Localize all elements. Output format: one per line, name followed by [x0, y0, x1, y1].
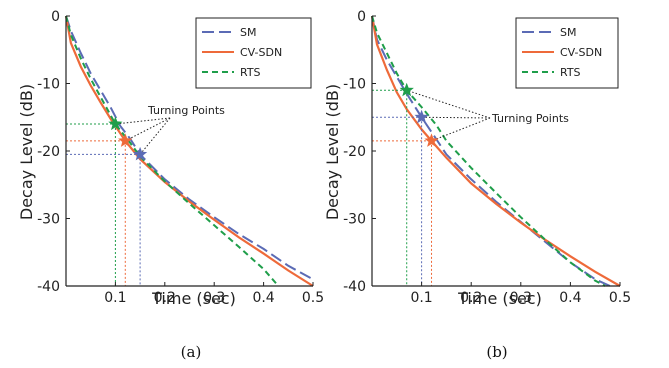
legend-label: SM — [560, 26, 576, 39]
series-line-cv-sdn — [370, 15, 621, 287]
y-tick-label: -10 — [343, 77, 366, 93]
turning-point-star-icon — [399, 82, 414, 97]
annotation-leader — [406, 89, 491, 119]
annotation-leader — [421, 116, 491, 119]
panel-b-caption: (b) — [486, 343, 507, 361]
panel-a-turning-points: Turning Points SM CV-SDN RTS — [108, 17, 312, 161]
y-tick-label: 0 — [51, 9, 60, 25]
series-line-sm — [371, 15, 611, 287]
annotation-turning-points: Turning Points — [491, 112, 569, 125]
annotation-leader — [139, 117, 171, 155]
y-tick-label: -20 — [343, 144, 366, 160]
x-tick-label: 0.4 — [559, 290, 581, 306]
legend-label: CV-SDN — [240, 46, 282, 59]
panel-a-x-axis-label: Time (sec) — [151, 289, 236, 308]
x-tick-label: 0.4 — [252, 290, 274, 306]
y-tick-label: -30 — [37, 212, 60, 228]
x-tick-label: 0.5 — [609, 290, 631, 306]
turning-point-star-icon — [118, 133, 133, 147]
y-tick-label: -20 — [37, 144, 60, 160]
y-tick-label: -40 — [37, 279, 60, 295]
annotation-turning-points: Turning Points — [147, 104, 225, 117]
x-tick-label: 0.1 — [104, 290, 126, 306]
x-tick-label: 0.3 — [510, 290, 532, 306]
x-tick-label: 0.3 — [203, 290, 225, 306]
annotation-leader — [125, 117, 171, 142]
panel-b-x-axis-label: Time (sec) — [457, 289, 542, 308]
panel-b-turning-points: Turning Points SM CV-SDN RTS — [399, 17, 619, 147]
turning-point-star-icon — [424, 133, 439, 147]
panel-b-y-axis-label: Decay Level (dB) — [323, 84, 342, 220]
x-tick-label: 0.2 — [460, 290, 482, 306]
panel-a-ticks: 0 -10 -20 -30 -40 0.1 0.2 0.3 0.4 0.5 — [37, 9, 324, 306]
y-tick-label: -10 — [37, 77, 60, 93]
panel-a-legend: SM CV-SDN RTS — [195, 17, 312, 89]
y-tick-label: -40 — [343, 279, 366, 295]
legend-label: RTS — [560, 66, 581, 79]
x-tick-label: 0.5 — [302, 290, 324, 306]
legend-label: RTS — [240, 66, 261, 79]
panel-a-guides — [66, 117, 171, 286]
annotation-leader — [115, 117, 171, 125]
panel-a-y-axis-label: Decay Level (dB) — [17, 84, 36, 220]
panel-b-lines — [370, 15, 621, 287]
panel-b-ticks: 0 -10 -20 -30 -40 0.1 0.2 0.3 0.4 0.5 — [343, 9, 631, 306]
x-tick-label: 0.1 — [410, 290, 432, 306]
panel-b-legend: SM CV-SDN RTS — [515, 17, 619, 89]
turning-point-star-icon — [108, 116, 123, 131]
legend-label: CV-SDN — [560, 46, 602, 59]
turning-point-star-icon — [414, 109, 429, 124]
series-line-rts — [65, 15, 280, 287]
legend-label: SM — [240, 26, 256, 39]
turning-point-star-icon — [133, 146, 148, 161]
x-tick-label: 0.2 — [154, 290, 176, 306]
y-tick-label: -30 — [343, 212, 366, 228]
panel-b-guides — [372, 89, 491, 286]
panel-a-caption: (a) — [181, 343, 202, 361]
y-tick-label: 0 — [357, 9, 366, 25]
